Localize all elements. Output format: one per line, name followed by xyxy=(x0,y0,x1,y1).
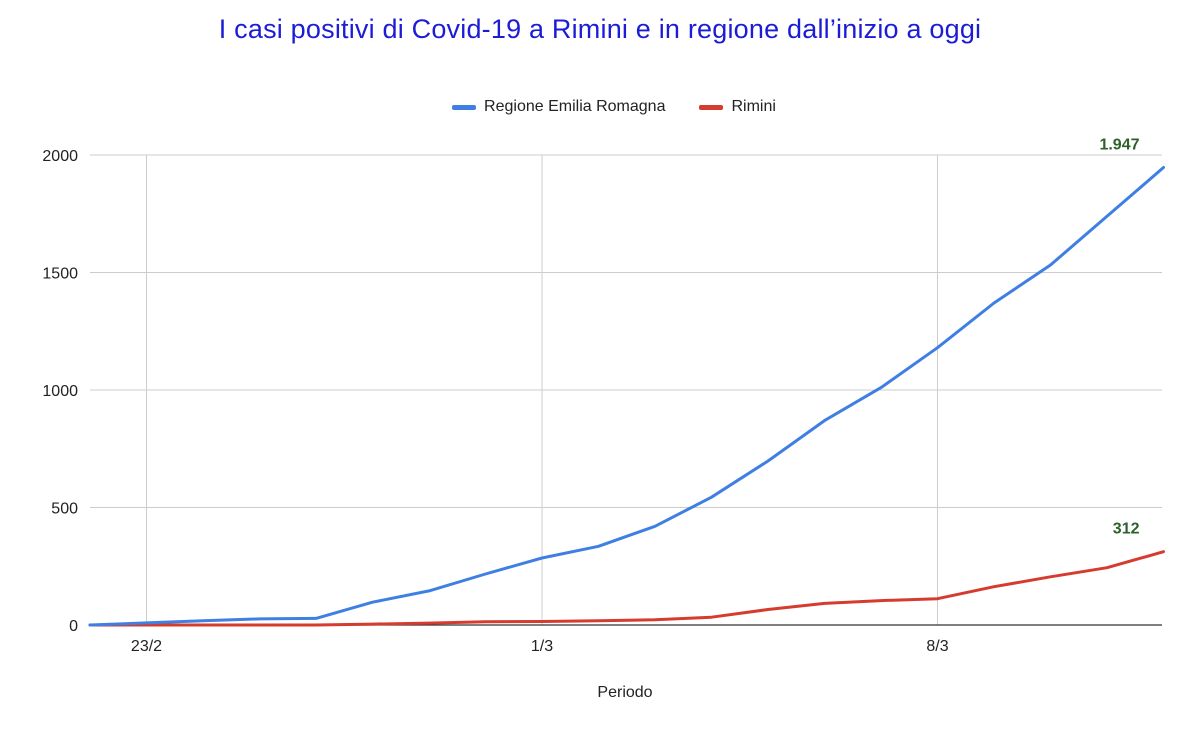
data-label-regione: 1.947 xyxy=(1099,136,1139,153)
series-line-rimini xyxy=(88,550,1165,627)
data-label-rimini: 312 xyxy=(1113,521,1140,538)
legend-item-rimini[interactable]: Rimini xyxy=(699,98,776,116)
legend-swatch-regione xyxy=(452,104,477,110)
legend-item-regione[interactable]: Regione Emilia Romagna xyxy=(452,98,665,116)
x-axis-label: Periodo xyxy=(597,684,653,701)
legend-label-rimini: Rimini xyxy=(731,98,776,115)
y-tick-label: 0 xyxy=(69,618,78,635)
y-tick-label: 2000 xyxy=(42,148,78,165)
series-line-regione xyxy=(88,166,1165,627)
legend-label-regione: Regione Emilia Romagna xyxy=(484,98,666,115)
y-tick-label: 500 xyxy=(51,501,78,518)
chart-title: I casi positivi di Covid-19 a Rimini e i… xyxy=(218,14,982,44)
legend-swatch-rimini xyxy=(699,104,724,110)
x-tick-label: 8/3 xyxy=(926,638,948,655)
x-tick-label: 1/3 xyxy=(531,638,553,655)
y-tick-label: 1000 xyxy=(42,383,78,400)
y-tick-label: 1500 xyxy=(42,266,78,283)
x-tick-label: 23/2 xyxy=(131,638,162,655)
legend: Regione Emilia Romagna Rimini xyxy=(14,98,1200,116)
